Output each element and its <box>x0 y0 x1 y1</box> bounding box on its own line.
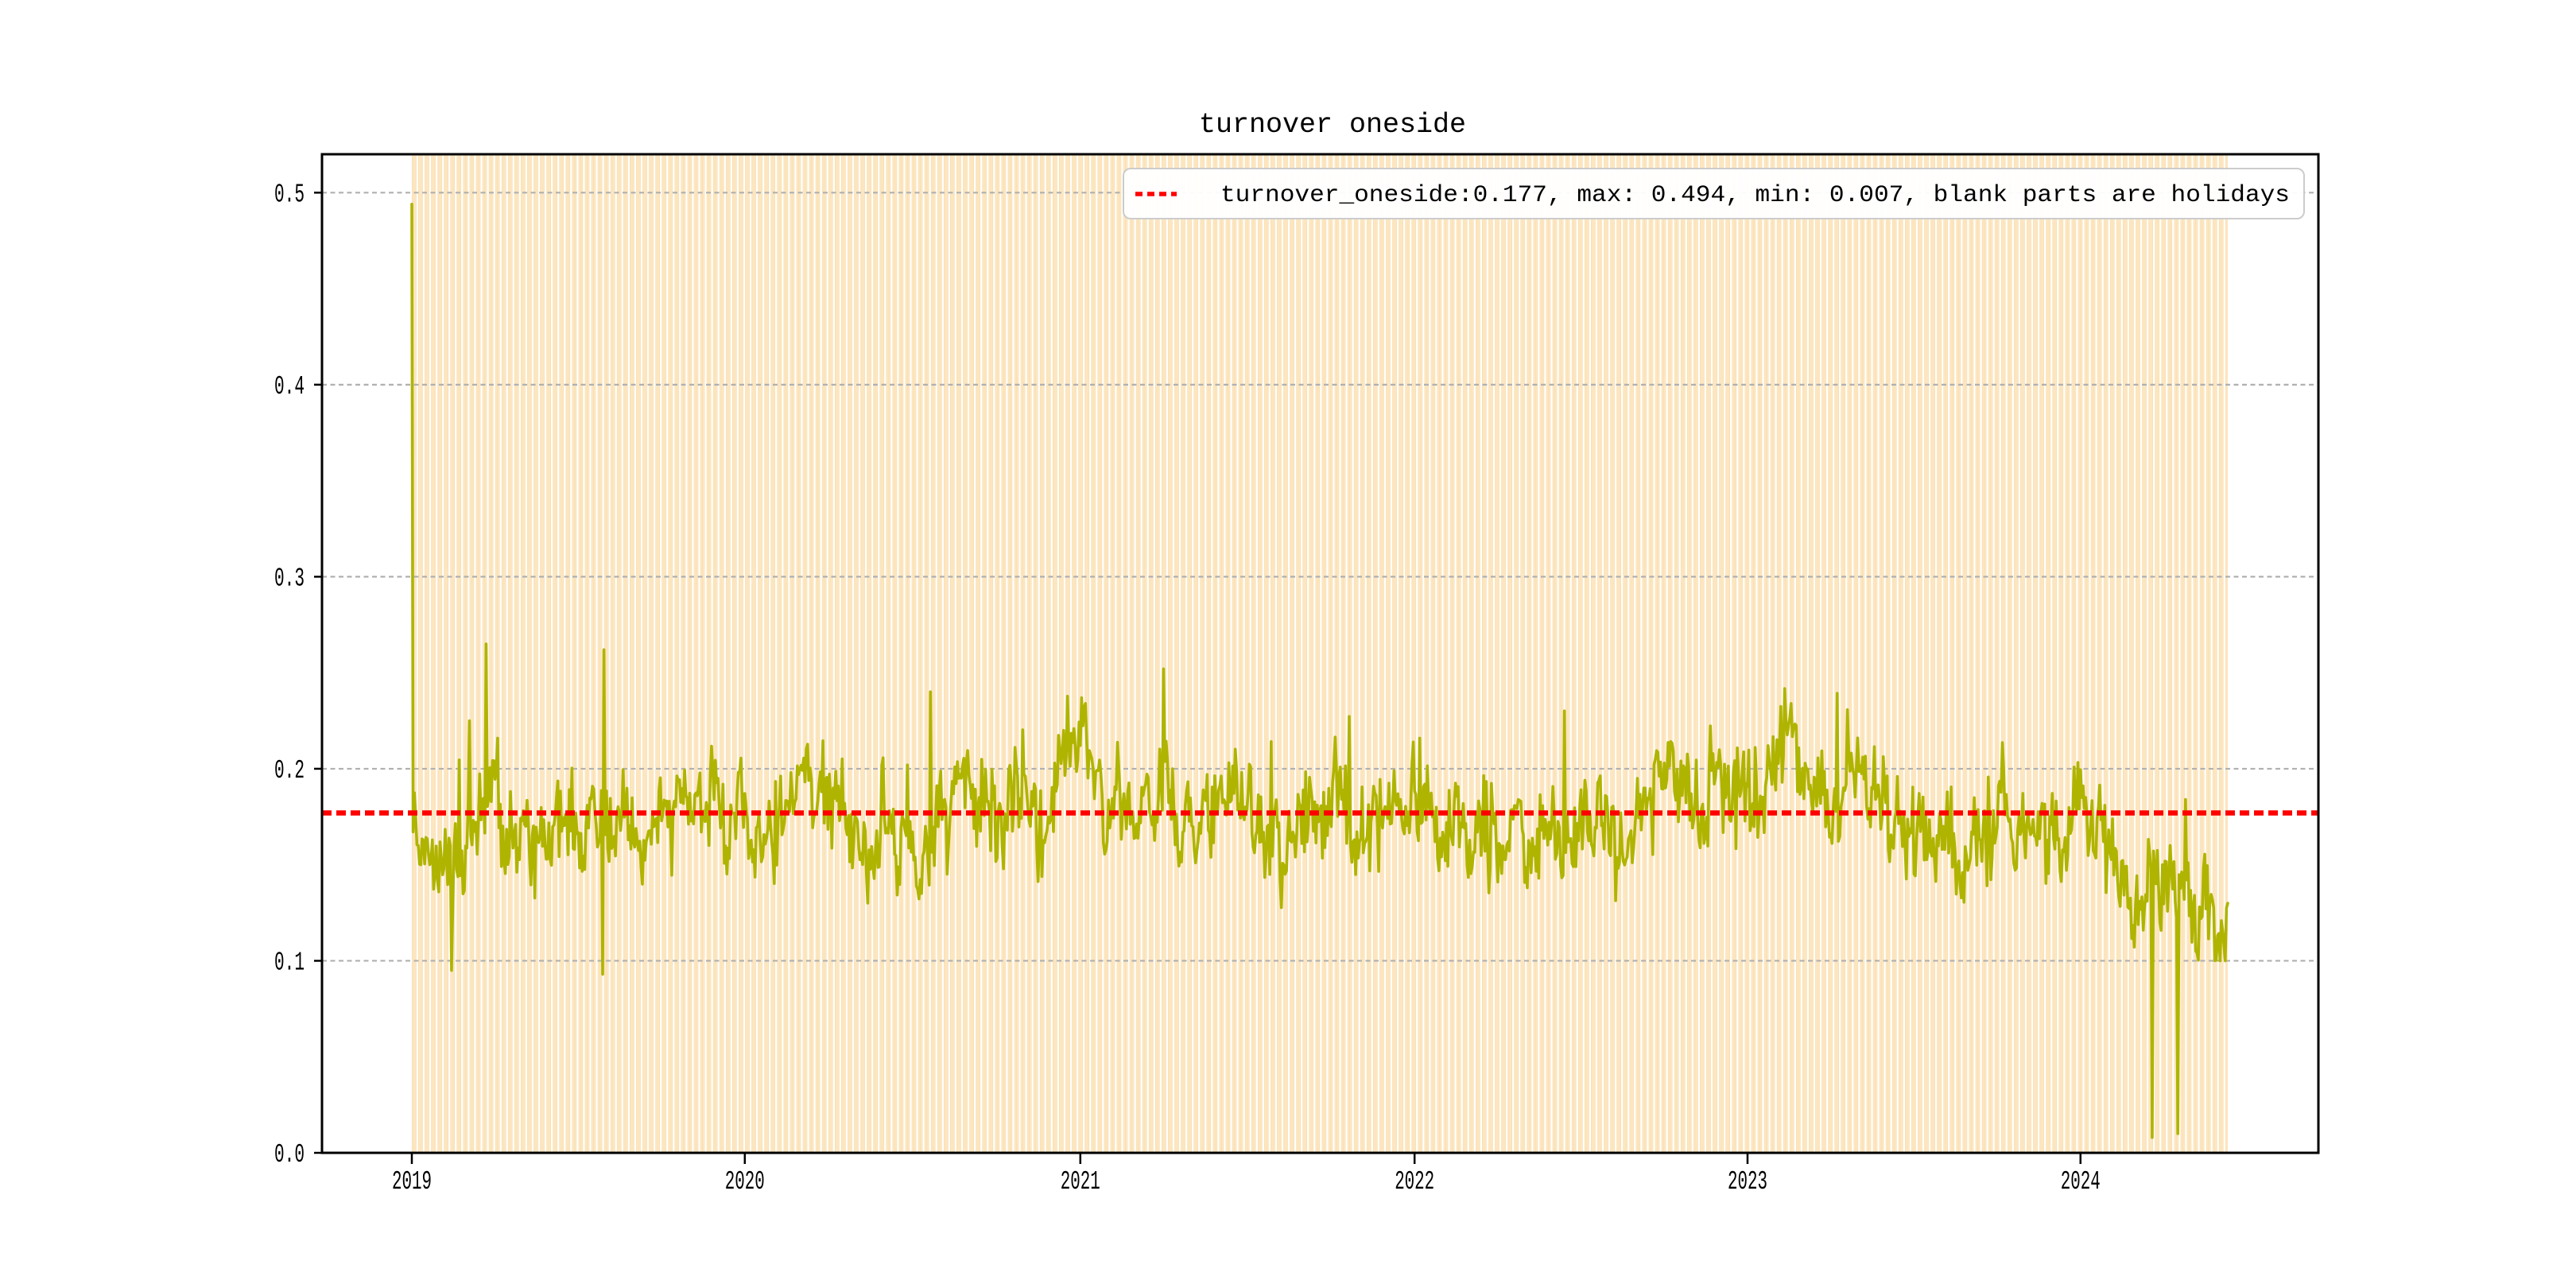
svg-text:0.2: 0.2 <box>274 756 305 786</box>
svg-text:2021: 2021 <box>1061 1167 1100 1197</box>
svg-text:turnover oneside: turnover oneside <box>1199 109 1466 141</box>
svg-text:turnover_oneside:0.177, max: 0: turnover_oneside:0.177, max: 0.494, min:… <box>1220 182 2290 209</box>
svg-text:0.0: 0.0 <box>274 1140 305 1170</box>
svg-text:2024: 2024 <box>2061 1167 2101 1197</box>
svg-text:0.5: 0.5 <box>274 180 305 209</box>
svg-text:2019: 2019 <box>392 1167 432 1197</box>
svg-text:0.4: 0.4 <box>274 372 305 402</box>
svg-text:2022: 2022 <box>1395 1167 1434 1197</box>
svg-text:2020: 2020 <box>725 1167 765 1197</box>
svg-text:0.1: 0.1 <box>274 948 305 977</box>
svg-text:0.3: 0.3 <box>274 564 305 593</box>
svg-text:2023: 2023 <box>1728 1167 1767 1197</box>
